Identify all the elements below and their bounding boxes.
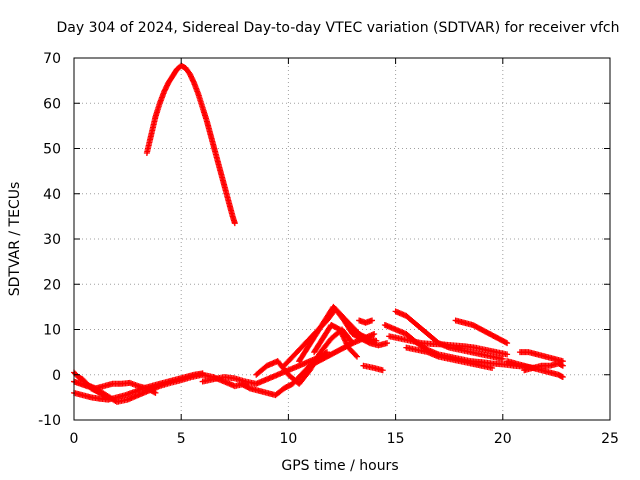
data-point — [373, 337, 380, 344]
series-track-n — [392, 308, 506, 362]
y-tick-label: 70 — [43, 51, 61, 67]
data-point — [103, 394, 110, 401]
series-track-d — [71, 369, 110, 401]
y-axis-title: SDTVAR / TECUs — [7, 182, 23, 297]
y-tick-label: 0 — [52, 368, 61, 384]
series-track-q — [452, 317, 511, 347]
y-tick-label: 50 — [43, 142, 61, 158]
x-tick-label: 10 — [279, 431, 297, 447]
data-point — [559, 374, 566, 381]
data-point — [379, 367, 386, 374]
chart-title: Day 304 of 2024, Sidereal Day-to-day VTE… — [56, 20, 619, 36]
data-point — [354, 353, 361, 360]
data-point — [101, 393, 108, 400]
series-track-k — [356, 317, 376, 326]
data-point — [499, 355, 506, 362]
series-track-t — [521, 360, 566, 374]
data-point — [371, 331, 378, 338]
y-tick-label: 60 — [43, 96, 61, 112]
series-track-g — [253, 326, 378, 387]
y-tick-label: 40 — [43, 187, 61, 203]
data-point — [352, 352, 359, 359]
series-track-o — [386, 333, 511, 358]
y-tick-label: 10 — [43, 323, 61, 339]
x-axis-title: GPS time / hours — [281, 458, 398, 474]
data-point — [384, 340, 391, 347]
x-tick-label: 0 — [70, 431, 79, 447]
data-point — [231, 220, 238, 227]
x-tick-label: 20 — [494, 431, 512, 447]
data-point — [504, 351, 511, 358]
series-track-l — [360, 362, 386, 374]
data-point — [559, 362, 566, 369]
y-tick-label: -10 — [38, 413, 61, 429]
data-point — [504, 340, 511, 347]
series-track-s — [516, 349, 566, 365]
axis-ticks — [73, 57, 611, 421]
series-track-peak — [143, 62, 238, 227]
x-tick-label: 5 — [177, 431, 186, 447]
series-track-j — [311, 321, 361, 360]
series-track-i — [296, 303, 380, 365]
data-points — [71, 62, 566, 405]
y-tick-labels: -10 0 10 20 30 40 50 60 70 — [38, 51, 61, 429]
series-track-f — [238, 340, 356, 399]
x-tick-label: 25 — [601, 431, 619, 447]
data-point — [489, 364, 496, 371]
y-tick-label: 20 — [43, 277, 61, 293]
y-tick-label: 30 — [43, 232, 61, 248]
x-tick-label: 15 — [387, 431, 405, 447]
data-point — [369, 317, 376, 324]
data-point — [152, 389, 159, 396]
series-track-p — [403, 344, 496, 371]
x-tick-labels: 0 5 10 15 20 25 — [70, 431, 619, 447]
